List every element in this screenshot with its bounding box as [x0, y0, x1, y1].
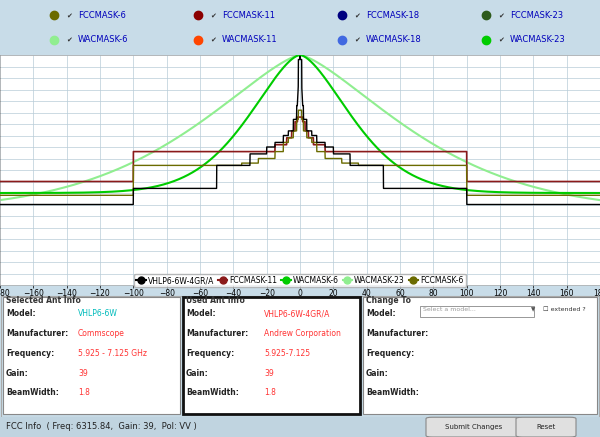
Text: Reset: Reset [536, 424, 556, 430]
Text: ✔: ✔ [498, 37, 504, 42]
Text: Used Ant Info: Used Ant Info [186, 296, 245, 305]
Text: Commscope: Commscope [78, 329, 125, 338]
Text: FCCMASK-6: FCCMASK-6 [78, 11, 126, 20]
FancyBboxPatch shape [3, 297, 180, 414]
Text: WACMASK-6: WACMASK-6 [78, 35, 128, 44]
Text: Change To: Change To [366, 296, 411, 305]
Text: FCC Info  ( Freq: 6315.84,  Gain: 39,  Pol: VV ): FCC Info ( Freq: 6315.84, Gain: 39, Pol:… [6, 422, 197, 431]
Text: Model:: Model: [6, 309, 35, 318]
Text: Model:: Model: [186, 309, 215, 318]
Text: ✔: ✔ [210, 12, 216, 18]
FancyBboxPatch shape [516, 417, 576, 437]
Text: FCCMASK-23: FCCMASK-23 [510, 11, 563, 20]
Text: FCCMASK-11: FCCMASK-11 [222, 11, 275, 20]
Text: ✔: ✔ [354, 37, 360, 42]
Text: Frequency:: Frequency: [6, 349, 54, 358]
FancyBboxPatch shape [420, 306, 534, 317]
Text: ▼: ▼ [531, 307, 535, 312]
Text: WACMASK-23: WACMASK-23 [510, 35, 566, 44]
FancyBboxPatch shape [1, 296, 599, 417]
Text: 5.925-7.125: 5.925-7.125 [264, 349, 310, 358]
Legend: VHLP6-6W-4GR/A, FCCMASK-11, WACMASK-6, WACMASK-23, FCCMASK-6: VHLP6-6W-4GR/A, FCCMASK-11, WACMASK-6, W… [134, 274, 466, 287]
Text: Manufacturer:: Manufacturer: [186, 329, 248, 338]
Text: WACMASK-18: WACMASK-18 [366, 35, 422, 44]
Text: 1.8: 1.8 [78, 388, 90, 397]
Text: VHLP6-6W: VHLP6-6W [78, 309, 118, 318]
Text: FCCMASK-18: FCCMASK-18 [366, 11, 419, 20]
Text: Manufacturer:: Manufacturer: [6, 329, 68, 338]
Text: Gain:: Gain: [6, 368, 29, 378]
Text: Gain:: Gain: [186, 368, 209, 378]
Text: Submit Changes: Submit Changes [445, 424, 503, 430]
Text: Andrew Corporation: Andrew Corporation [264, 329, 341, 338]
FancyBboxPatch shape [363, 297, 597, 414]
Text: BeamWidth:: BeamWidth: [366, 388, 419, 397]
FancyBboxPatch shape [183, 297, 360, 414]
Text: ✔: ✔ [66, 37, 72, 42]
Text: ✔: ✔ [354, 12, 360, 18]
Text: Frequency:: Frequency: [366, 349, 414, 358]
Text: ✔: ✔ [498, 12, 504, 18]
Text: ✔: ✔ [66, 12, 72, 18]
Text: BeamWidth:: BeamWidth: [186, 388, 239, 397]
Text: ✔: ✔ [210, 37, 216, 42]
Text: Selected Ant Info: Selected Ant Info [6, 296, 81, 305]
Text: 39: 39 [78, 368, 88, 378]
Text: WACMASK-11: WACMASK-11 [222, 35, 278, 44]
Text: ☐ extended ?: ☐ extended ? [543, 307, 586, 312]
FancyBboxPatch shape [0, 417, 600, 437]
Text: VHLP6-6W-4GR/A: VHLP6-6W-4GR/A [264, 309, 331, 318]
Text: Frequency:: Frequency: [186, 349, 234, 358]
Text: 39: 39 [264, 368, 274, 378]
Text: Model:: Model: [366, 309, 395, 318]
Text: Gain:: Gain: [366, 368, 389, 378]
Text: 1.8: 1.8 [264, 388, 276, 397]
Text: 5.925 - 7.125 GHz: 5.925 - 7.125 GHz [78, 349, 147, 358]
Text: Select a model...: Select a model... [423, 307, 476, 312]
Text: Manufacturer:: Manufacturer: [366, 329, 428, 338]
FancyBboxPatch shape [426, 417, 522, 437]
Text: BeamWidth:: BeamWidth: [6, 388, 59, 397]
